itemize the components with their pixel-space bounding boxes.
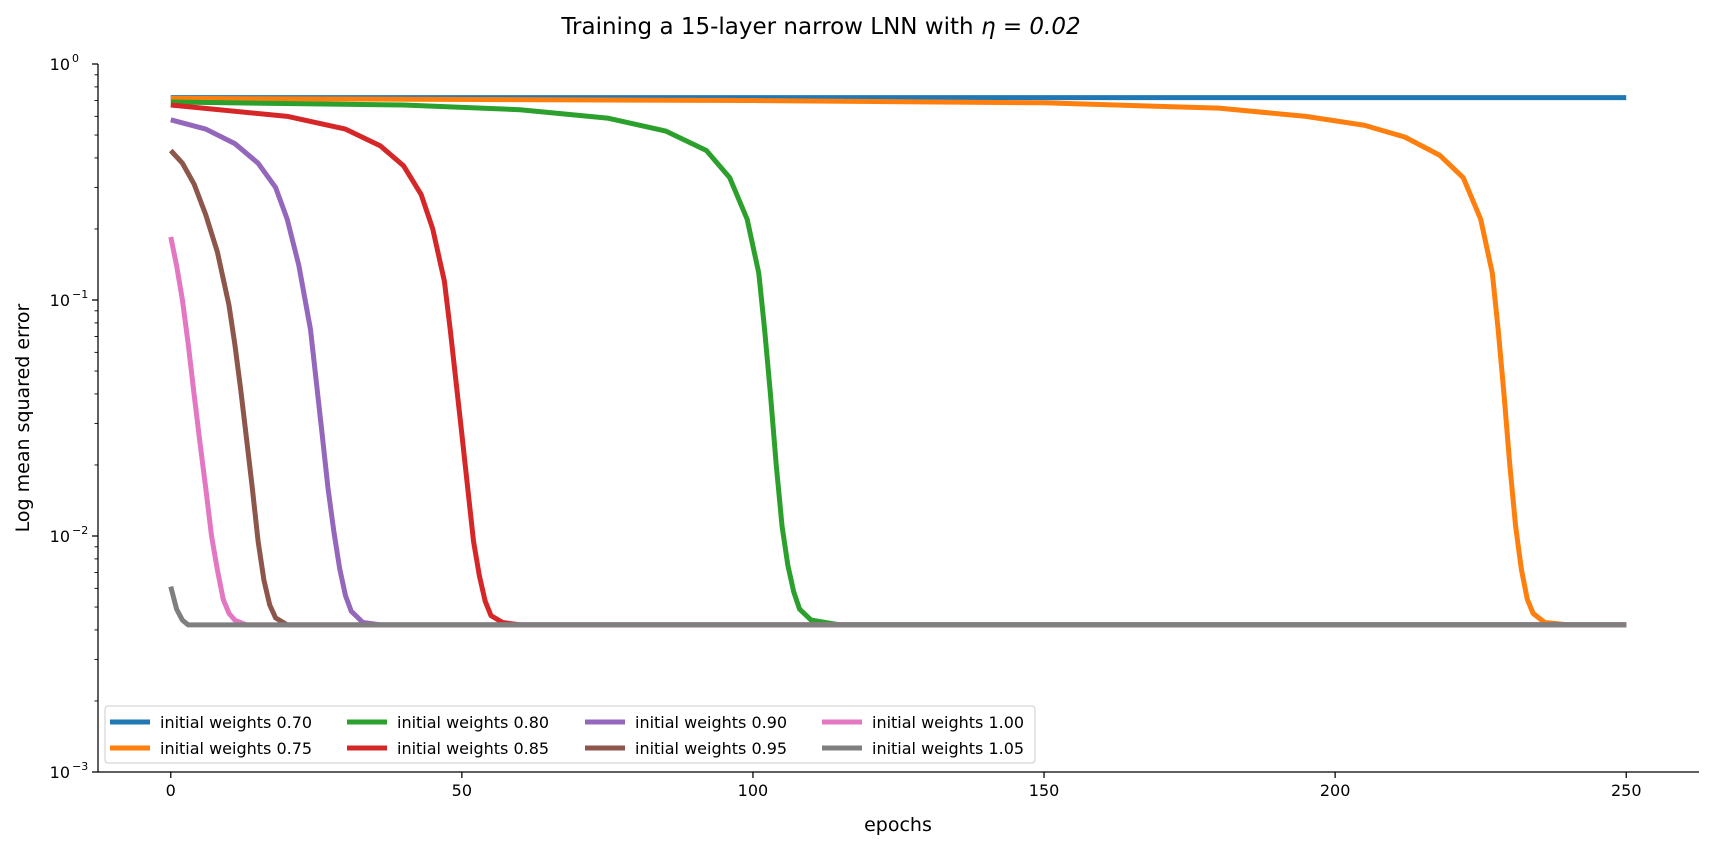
legend-label: initial weights 0.75 <box>160 739 312 758</box>
series-line-3 <box>170 102 1627 628</box>
x-tick-label: 200 <box>1320 781 1351 800</box>
plot-area <box>168 95 1627 628</box>
legend-label: initial weights 0.95 <box>635 739 787 758</box>
y-axis-label: Log mean squared error <box>12 303 34 532</box>
x-tick-label: 100 <box>738 781 769 800</box>
y-tick-exponent: 0 <box>72 52 79 65</box>
y-tick-label: 10 <box>50 55 70 74</box>
x-tick-label: 50 <box>452 781 472 800</box>
legend: initial weights 0.70 initial weights 0.75… <box>104 705 1036 764</box>
legend-label: initial weights 0.85 <box>397 739 549 758</box>
y-tick-exponent: −1 <box>72 288 88 301</box>
series-line-1 <box>170 95 1627 628</box>
y-tick-base: 10 <box>50 527 70 546</box>
series-line-5 <box>168 148 1627 628</box>
y-tick-base: 10 <box>50 291 70 310</box>
x-axis-ticks: 0 50 100 150 200 250 <box>166 772 1642 800</box>
series-line-2 <box>170 99 1627 628</box>
y-tick-exponent: −2 <box>72 524 88 537</box>
x-axis-label: epochs <box>864 814 932 836</box>
legend-frame <box>104 705 1036 764</box>
y-tick-exponent: −3 <box>72 760 88 773</box>
y-tick-label: 10 <box>50 527 70 546</box>
chart-title: Training a 15-layer narrow LNN with η = … <box>560 14 1080 40</box>
legend-label: initial weights 0.80 <box>397 713 549 732</box>
x-tick-label: 150 <box>1029 781 1060 800</box>
x-tick-label: 250 <box>1611 781 1642 800</box>
y-tick-base: 10 <box>50 55 70 74</box>
legend-label: initial weights 1.05 <box>872 739 1024 758</box>
x-tick-label: 0 <box>166 781 176 800</box>
legend-label: initial weights 1.00 <box>872 713 1024 732</box>
legend-label: initial weights 0.70 <box>160 713 312 732</box>
y-tick-label: 10 <box>50 763 70 782</box>
chart-title-text: Training a 15-layer narrow LNN with <box>560 14 981 40</box>
y-tick-base: 10 <box>50 763 70 782</box>
series-line-7 <box>168 586 1627 628</box>
series-line-6 <box>168 236 1627 628</box>
chart-title-math: η = 0.02 <box>981 14 1081 40</box>
legend-label: initial weights 0.90 <box>635 713 787 732</box>
y-tick-label: 10 <box>50 291 70 310</box>
series-line-4 <box>170 117 1627 628</box>
